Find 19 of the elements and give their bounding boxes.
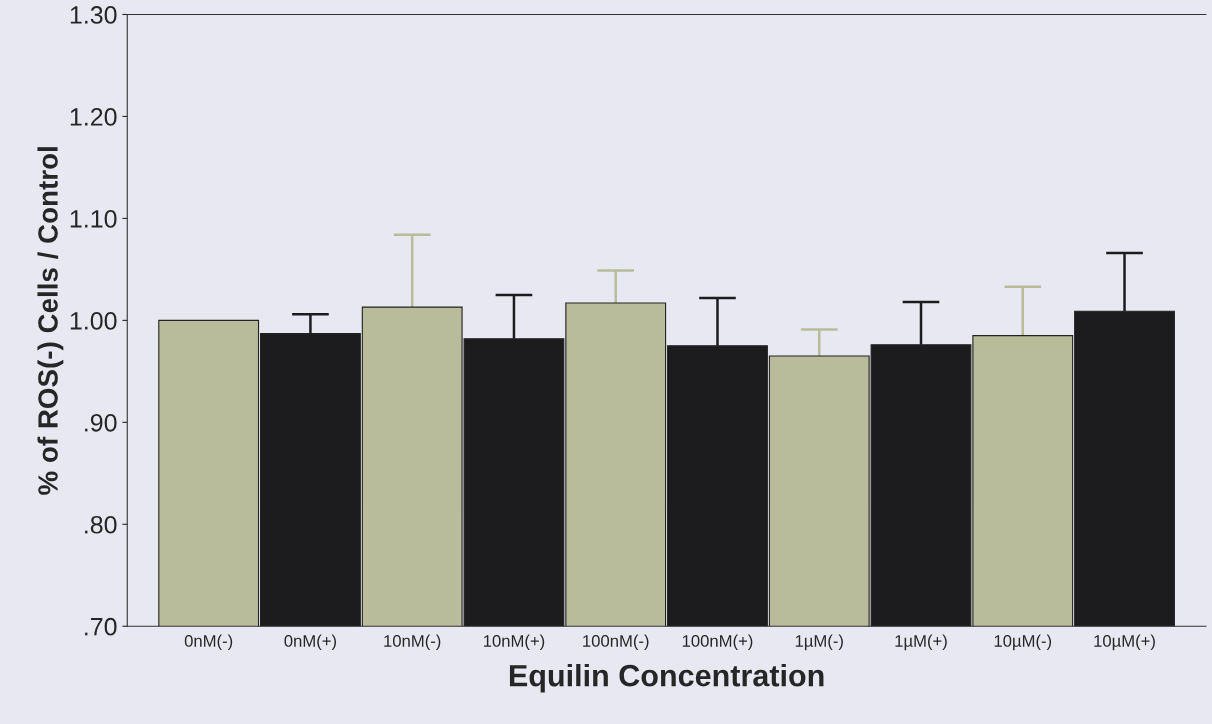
x-tick-label: 100nM(-) xyxy=(583,634,649,651)
x-tick-label: 1µM(-) xyxy=(795,634,843,651)
x-tick-label: 1µM(+) xyxy=(895,634,947,651)
y-tick-label: .90 xyxy=(85,413,117,432)
y-tick-label: 1.30 xyxy=(70,6,117,24)
x-axis-title: Equilin Concentration xyxy=(509,664,824,693)
x-tick-label: 10µM(+) xyxy=(1094,634,1155,651)
y-axis-title: % of ROS(-) Cells / Control xyxy=(37,147,64,495)
x-tick-label: 10nM(+) xyxy=(483,634,545,651)
y-tick-label: 1.00 xyxy=(70,311,117,330)
y-tick-label: 1.10 xyxy=(70,210,117,228)
y-tick-label: .80 xyxy=(85,515,117,534)
y-tick-label: .70 xyxy=(85,617,117,636)
y-tick-label: 1.20 xyxy=(70,108,117,126)
x-tick-label: 10nM(-) xyxy=(384,634,441,651)
x-tick-label: 0nM(-) xyxy=(184,634,233,651)
x-tick-label: 0nM(+) xyxy=(284,634,337,651)
x-tick-label: 100nM(+) xyxy=(682,634,753,651)
x-tick-label: 10µM(-) xyxy=(994,634,1052,651)
